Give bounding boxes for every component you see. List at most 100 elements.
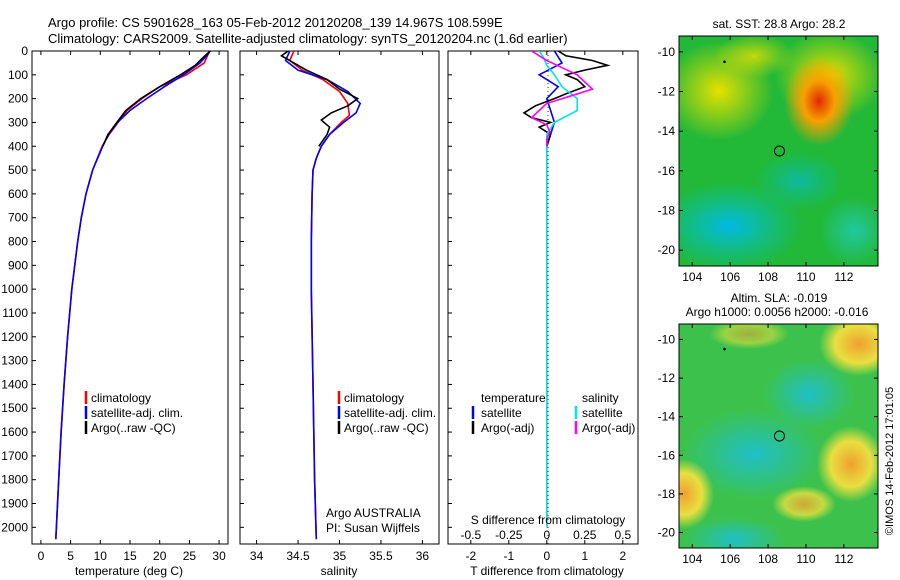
salinity-profiles bbox=[280, 51, 362, 540]
x-tick-label: 35.5 bbox=[369, 549, 393, 563]
sla-high-patch-southwest bbox=[679, 459, 714, 529]
temperature-xlabel: temperature (deg C) bbox=[75, 564, 183, 578]
legend-climatology-label: climatology bbox=[91, 391, 151, 405]
map-x-tick-label: 106 bbox=[720, 552, 740, 566]
argo-track-dot bbox=[723, 60, 726, 64]
map-y-tick-label: -12 bbox=[658, 85, 676, 99]
x-tick-label: 15 bbox=[123, 549, 137, 563]
map-x-tick-label: 110 bbox=[796, 552, 815, 566]
legend-climatology-label: climatology bbox=[344, 391, 404, 405]
depth-tick-label: 500 bbox=[8, 163, 28, 177]
argo-location-marker bbox=[773, 430, 785, 442]
temperature-plot-frame bbox=[31, 50, 229, 545]
x-tick-label: 2 bbox=[619, 549, 626, 563]
profile-line-salinity-satellite bbox=[538, 51, 579, 528]
map-y-tick-label: -14 bbox=[658, 124, 676, 138]
imos-credit: ©IMOS 14-Feb-2012 17:01:05 bbox=[884, 387, 896, 535]
depth-tick-label: 400 bbox=[8, 139, 28, 153]
depth-tick-label: 1400 bbox=[1, 377, 28, 391]
map-x-tick-label: 112 bbox=[834, 552, 853, 566]
legend-satellite-label: satellite-adj. clim. bbox=[344, 406, 436, 420]
map-x-tick-label: 104 bbox=[682, 270, 702, 284]
depth-tick-label: 100 bbox=[8, 68, 28, 82]
sla-map-title: Altim. SLA: -0.019 bbox=[731, 291, 828, 305]
depth-tick-label: 1800 bbox=[1, 473, 28, 487]
depth-axis: 0 100 200 300 400 500 600 700 800 900 1000 1100 1200… bbox=[1, 44, 36, 534]
legend-argo-label: Argo(..raw -QC) bbox=[344, 421, 429, 435]
x-tick-label: 34 bbox=[250, 549, 264, 563]
depth-tick-label: 1700 bbox=[1, 449, 28, 463]
temperature-profiles bbox=[55, 51, 211, 540]
map-x-tick-label: 110 bbox=[796, 270, 815, 284]
profile-line-salinity-argo-adj bbox=[530, 51, 594, 147]
depth-tick-label: 1900 bbox=[1, 497, 28, 511]
legend-salinity-satellite-label: satellite bbox=[582, 406, 623, 420]
sst-cool-patch-east bbox=[819, 196, 878, 266]
s-scale-tick-label: -0.5 bbox=[460, 528, 481, 542]
x-tick-label: -2 bbox=[465, 549, 476, 563]
x-tick-label: 20 bbox=[153, 549, 167, 563]
sst-map-panel: sat. SST: 28.8 Argo: 28.2 104 106 108 110 11… bbox=[658, 17, 879, 284]
argo-pi-annotation: PI: Susan Wijffels bbox=[326, 521, 420, 535]
x-tick-label: 0 bbox=[543, 549, 550, 563]
sla-map-axes: 104 106 108 110 112 -10 -12 -14 -16 -18 -20 bbox=[658, 324, 878, 566]
depth-tick-label: 2000 bbox=[1, 520, 28, 534]
x-tick-label: 36 bbox=[416, 549, 430, 563]
map-y-tick-label: -16 bbox=[658, 164, 676, 178]
difference-y-ticks bbox=[448, 50, 452, 528]
map-x-tick-label: 112 bbox=[834, 270, 853, 284]
salinity-panel: 34 34.5 35 35.5 36 salinity climatology sate… bbox=[239, 50, 440, 578]
legend-salinity-argo-label: Argo(-adj) bbox=[582, 421, 635, 435]
x-tick-label: 10 bbox=[94, 549, 108, 563]
salinity-xlabel: salinity bbox=[321, 564, 358, 578]
x-tick-label: 35 bbox=[333, 549, 347, 563]
map-y-tick-label: -18 bbox=[658, 203, 676, 217]
sla-low-patch-south bbox=[684, 517, 784, 548]
depth-tick-label: 600 bbox=[8, 187, 28, 201]
depth-tick-label: 800 bbox=[8, 235, 28, 249]
difference-profiles bbox=[522, 51, 611, 528]
sla-high-patch-northeast bbox=[819, 324, 878, 376]
sla-map-frame bbox=[678, 323, 879, 549]
depth-tick-label: 1300 bbox=[1, 354, 28, 368]
sst-map-axes: 104 106 108 110 112 -10 -12 -14 -16 -18 -20 bbox=[658, 36, 878, 284]
sla-map-subtitle: Argo h1000: 0.0056 h2000: -0.016 bbox=[686, 305, 869, 319]
map-y-tick-label: -20 bbox=[658, 526, 676, 540]
sla-low-patch-north bbox=[764, 359, 854, 429]
map-y-tick-label: -20 bbox=[658, 243, 676, 257]
map-x-tick-label: 108 bbox=[758, 552, 778, 566]
s-scale-tick-label: 0.25 bbox=[573, 528, 597, 542]
map-x-tick-label: 108 bbox=[758, 270, 778, 284]
sla-high-patch-southeast bbox=[772, 486, 836, 522]
map-x-tick-label: 106 bbox=[720, 270, 740, 284]
map-y-tick-label: -10 bbox=[658, 332, 676, 346]
map-y-tick-label: -12 bbox=[658, 371, 676, 385]
salinity-y-ticks bbox=[240, 50, 244, 528]
s-scale-tick-label: 0 bbox=[543, 528, 550, 542]
sla-low-patch-west bbox=[684, 409, 824, 499]
difference-plot-frame bbox=[447, 50, 639, 545]
argo-track-dot bbox=[723, 347, 726, 351]
salinity-difference-scale: -0.5 -0.25 0 0.25 0.5 bbox=[460, 528, 631, 542]
depth-tick-label: 0 bbox=[21, 44, 28, 58]
title-line-2: Climatology: CARS2009. Satellite-adjuste… bbox=[48, 31, 568, 46]
depth-tick-label: 1500 bbox=[1, 401, 28, 415]
x-tick-label: 1 bbox=[581, 549, 588, 563]
sst-hot-core bbox=[784, 56, 854, 146]
depth-tick-label: 1000 bbox=[1, 282, 28, 296]
map-x-tick-label: 104 bbox=[682, 552, 702, 566]
salinity-difference-title: S difference from climatology bbox=[471, 513, 626, 527]
salinity-plot-frame bbox=[239, 50, 440, 545]
sst-cool-patch-mid bbox=[754, 151, 844, 211]
depth-tick-label: 1600 bbox=[1, 425, 28, 439]
s-scale-tick-label: -0.25 bbox=[495, 528, 523, 542]
difference-x-axis: -2 -1 0 1 2 bbox=[465, 51, 626, 563]
temperature-legend: climatology satellite-adj. clim. Argo(..… bbox=[84, 391, 183, 435]
sla-map-panel: Altim. SLA: -0.019 Argo h1000: 0.0056 h2… bbox=[658, 291, 879, 566]
map-y-tick-label: -10 bbox=[658, 45, 676, 59]
x-tick-label: -1 bbox=[503, 549, 514, 563]
map-y-tick-label: -14 bbox=[658, 410, 676, 424]
depth-tick-label: 1200 bbox=[1, 330, 28, 344]
legend-salinity-title: salinity bbox=[582, 391, 619, 405]
